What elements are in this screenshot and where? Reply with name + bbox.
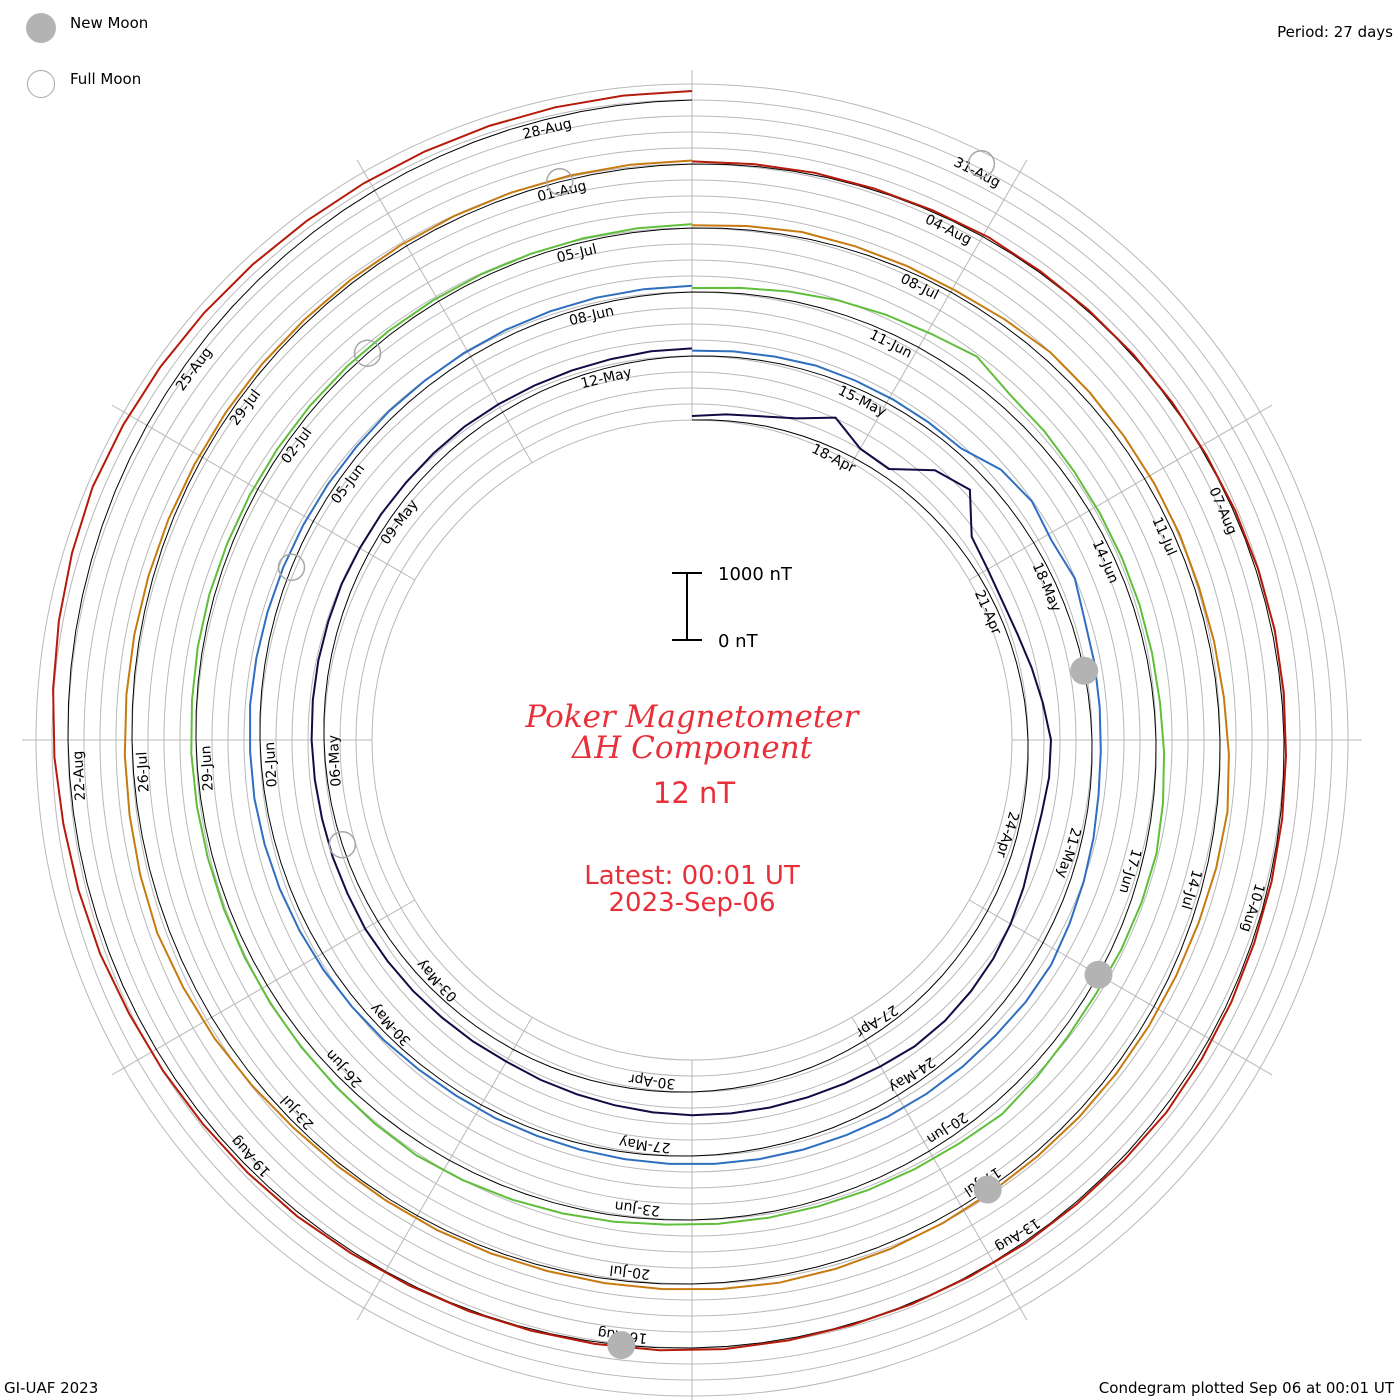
data-layer [52,90,1288,1352]
date-label: 18-May [1029,560,1064,614]
series-line-cycle-4 [123,159,1230,1291]
series-line-cycle-5 [52,90,1288,1352]
latest-time: Latest: 00:01 UT [584,861,800,891]
date-label: 15-May [835,383,888,421]
date-label: 26-Jun [323,1046,366,1090]
date-label: 18-Apr [809,441,858,476]
scale-bar: 1000 nT 0 nT [672,564,793,652]
date-label: 28-Aug [521,116,573,143]
date-label: 29-Jun [198,745,217,791]
new-moon-marker [607,1331,636,1360]
grid-spoke [968,899,1273,1076]
date-label: 06-May [326,734,345,787]
grid-spoke [851,159,1028,464]
new-moon-marker [973,1175,1002,1204]
date-label: 25-Aug [173,345,216,395]
date-label: 23-Jun [614,1197,661,1218]
full-moon-legend-icon [27,70,55,98]
grid-layer [22,70,1362,1400]
latest-date: 2023-Sep-06 [608,888,775,918]
new-moon-legend-label: New Moon [70,14,149,32]
date-label: 30-Apr [628,1070,677,1091]
plotted-timestamp: Condegram plotted Sep 06 at 00:01 UT [1098,1379,1394,1397]
new-moon-marker [1084,960,1113,989]
date-label: 30-May [367,1000,414,1049]
series-line-cycle-2 [249,284,1102,1165]
grid-spoke [968,404,1273,581]
series-line-cycle-1 [310,347,1053,1117]
date-label: 08-Jun [568,303,616,329]
date-label: 31-Aug [951,154,1003,191]
plot-title: Poker Magnetometer ΔH Component 12 nT La… [525,699,861,918]
period-label: Period: 27 days [1277,23,1393,41]
new-moon-legend-icon [26,13,56,43]
date-label: 12-May [579,365,633,392]
date-label: 27-May [618,1134,671,1156]
full-moon-marker [967,150,996,178]
full-moon-marker [545,168,574,196]
date-label: 20-Jul [609,1261,651,1282]
scale-bar-top-label: 1000 nT [718,564,793,585]
date-label: 22-Aug [70,750,89,801]
title-line-2: ΔH Component [571,730,813,766]
moon-marker-layer [277,150,1113,1360]
new-moon-marker [1070,656,1099,685]
credit-label: GI-UAF 2023 [4,1379,99,1397]
full-moon-legend-label: Full Moon [70,70,142,88]
full-moon-marker [353,339,382,367]
title-line-1: Poker Magnetometer [525,699,861,735]
date-label: 26-Jul [134,751,152,792]
grid-spoke [356,1016,533,1321]
full-moon-marker [277,553,306,582]
date-label: 02-Jun [262,741,281,787]
grid-spoke [111,404,416,581]
current-value: 12 nT [653,776,735,810]
scale-bar-bottom-label: 0 nT [718,631,759,652]
grid-spoke [851,1016,1028,1321]
full-moon-marker [328,830,357,859]
series-line-cycle-3 [190,223,1166,1226]
date-label: 19-Aug [228,1132,274,1179]
